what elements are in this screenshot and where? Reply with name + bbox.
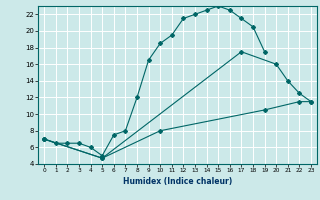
X-axis label: Humidex (Indice chaleur): Humidex (Indice chaleur) xyxy=(123,177,232,186)
